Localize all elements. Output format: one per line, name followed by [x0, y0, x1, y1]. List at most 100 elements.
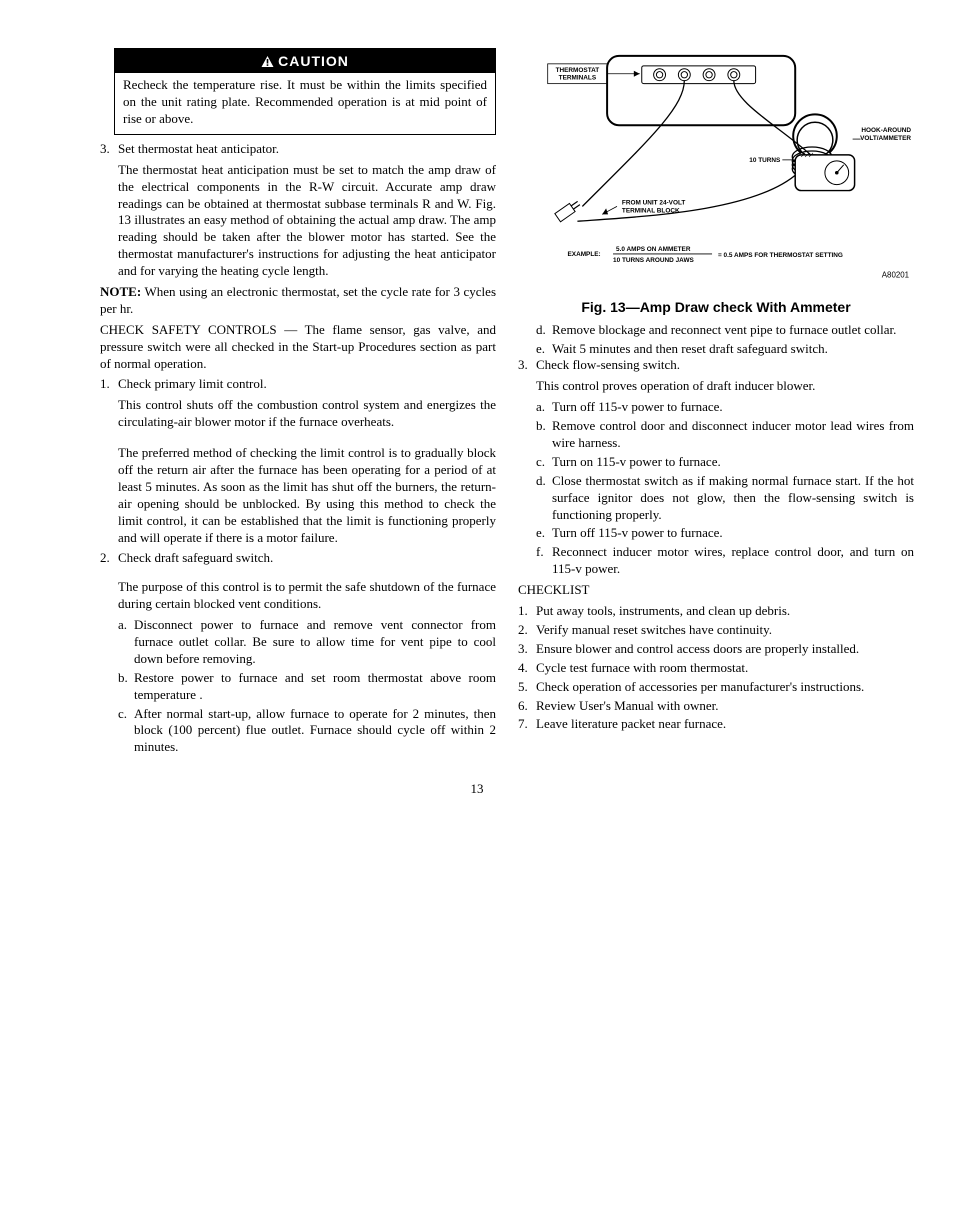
- item-number: 3.: [518, 357, 536, 374]
- item-text: Leave literature packet near furnace.: [536, 716, 914, 733]
- item-number: 3.: [100, 141, 118, 158]
- sub-letter: b.: [118, 670, 134, 704]
- item-number: 6.: [518, 698, 536, 715]
- caution-body: Recheck the temperature rise. It must be…: [115, 73, 495, 134]
- list-item: 1.Put away tools, instruments, and clean…: [518, 603, 914, 620]
- item-text: Check draft safeguard switch.: [118, 550, 496, 567]
- svg-text:A80201: A80201: [882, 271, 910, 280]
- item-number: 2.: [518, 622, 536, 639]
- svg-text:10 TURNS: 10 TURNS: [749, 157, 781, 164]
- svg-text:FROM UNIT 24-VOLT: FROM UNIT 24-VOLT: [622, 199, 685, 206]
- item-text: Review User's Manual with owner.: [536, 698, 914, 715]
- sub-text: Wait 5 minutes and then reset draft safe…: [552, 341, 914, 358]
- item-number: 2.: [100, 550, 118, 567]
- caution-heading: CAUTION: [115, 49, 495, 73]
- list-item: 2.Verify manual reset switches have cont…: [518, 622, 914, 639]
- sub-text: Reconnect inducer motor wires, replace c…: [552, 544, 914, 578]
- svg-text:TERMINAL BLOCK: TERMINAL BLOCK: [622, 207, 680, 214]
- note-label: NOTE:: [100, 284, 141, 299]
- sub-text: After normal start-up, allow furnace to …: [134, 706, 496, 757]
- item-text: Check operation of accessories per manuf…: [536, 679, 914, 696]
- svg-text:THERMOSTAT: THERMOSTAT: [556, 67, 600, 74]
- sub-list-item: a.Turn off 115-v power to furnace.: [536, 399, 914, 416]
- svg-text:VOLT/AMMETER: VOLT/AMMETER: [860, 135, 911, 142]
- sub-list-item: e. Wait 5 minutes and then reset draft s…: [536, 341, 914, 358]
- item-text: Ensure blower and control access doors a…: [536, 641, 914, 658]
- sub-list-item: c.Turn on 115-v power to furnace.: [536, 454, 914, 471]
- paragraph: The thermostat heat anticipation must be…: [118, 162, 496, 280]
- svg-text:EXAMPLE:: EXAMPLE:: [568, 251, 601, 258]
- item-number: 5.: [518, 679, 536, 696]
- list-item: 5.Check operation of accessories per man…: [518, 679, 914, 696]
- sub-letter: c.: [536, 454, 552, 471]
- list-item: 2. Check draft safeguard switch.: [100, 550, 496, 567]
- warning-icon: [261, 55, 274, 68]
- page-number: 13: [0, 781, 954, 798]
- item-text: Put away tools, instruments, and clean u…: [536, 603, 914, 620]
- sub-list-item: e.Turn off 115-v power to furnace.: [536, 525, 914, 542]
- sub-letter: d.: [536, 322, 552, 339]
- list-item: 7.Leave literature packet near furnace.: [518, 716, 914, 733]
- sub-letter: e.: [536, 341, 552, 358]
- list-item: 3.Ensure blower and control access doors…: [518, 641, 914, 658]
- svg-text:TERMINALS: TERMINALS: [559, 75, 597, 82]
- page-content: CAUTION Recheck the temperature rise. It…: [100, 48, 914, 756]
- checklist-heading: CHECKLIST: [518, 582, 914, 599]
- left-column: CAUTION Recheck the temperature rise. It…: [100, 48, 496, 756]
- sub-letter: c.: [118, 706, 134, 757]
- right-column: THERMOSTAT TERMINALS: [518, 48, 914, 756]
- sub-letter: e.: [536, 525, 552, 542]
- paragraph: This control proves operation of draft i…: [536, 378, 914, 395]
- sub-list-item: c. After normal start-up, allow furnace …: [118, 706, 496, 757]
- svg-text:HOOK-AROUND: HOOK-AROUND: [861, 127, 911, 134]
- sub-list-item: b. Restore power to furnace and set room…: [118, 670, 496, 704]
- item-text: Check primary limit control.: [118, 376, 496, 393]
- note-paragraph: NOTE: When using an electronic thermosta…: [100, 284, 496, 318]
- sub-text: Turn off 115-v power to furnace.: [552, 399, 914, 416]
- svg-text:5.0 AMPS ON AMMETER: 5.0 AMPS ON AMMETER: [616, 246, 691, 253]
- sub-text: Close thermostat switch as if making nor…: [552, 473, 914, 524]
- item-number: 1.: [100, 376, 118, 393]
- item-number: 4.: [518, 660, 536, 677]
- sub-letter: a.: [536, 399, 552, 416]
- item-number: 1.: [518, 603, 536, 620]
- note-text: When using an electronic thermostat, set…: [100, 284, 496, 316]
- item-number: 7.: [518, 716, 536, 733]
- sub-text: Turn on 115-v power to furnace.: [552, 454, 914, 471]
- sub-text: Restore power to furnace and set room th…: [134, 670, 496, 704]
- item-text: Cycle test furnace with room thermostat.: [536, 660, 914, 677]
- sub-list-item: f.Reconnect inducer motor wires, replace…: [536, 544, 914, 578]
- list-item: 4.Cycle test furnace with room thermosta…: [518, 660, 914, 677]
- svg-text:= 0.5 AMPS FOR THERMOSTAT SETT: = 0.5 AMPS FOR THERMOSTAT SETTING: [718, 252, 843, 259]
- sub-list-item: d.Close thermostat switch as if making n…: [536, 473, 914, 524]
- item-text: Verify manual reset switches have contin…: [536, 622, 914, 639]
- sub-list-item: a. Disconnect power to furnace and remov…: [118, 617, 496, 668]
- paragraph: The preferred method of checking the lim…: [118, 445, 496, 546]
- item-number: 3.: [518, 641, 536, 658]
- figure-13: THERMOSTAT TERMINALS: [518, 48, 914, 316]
- sub-list-item: b.Remove control door and disconnect ind…: [536, 418, 914, 452]
- paragraph: This control shuts off the combustion co…: [118, 397, 496, 431]
- list-item: 3. Set thermostat heat anticipator.: [100, 141, 496, 158]
- sub-letter: f.: [536, 544, 552, 578]
- list-item: 1. Check primary limit control.: [100, 376, 496, 393]
- sub-text: Disconnect power to furnace and remove v…: [134, 617, 496, 668]
- caution-title: CAUTION: [278, 53, 349, 69]
- sub-text: Turn off 115-v power to furnace.: [552, 525, 914, 542]
- sub-letter: b.: [536, 418, 552, 452]
- list-item: 3. Check flow-sensing switch.: [518, 357, 914, 374]
- sub-letter: d.: [536, 473, 552, 524]
- item-text: Set thermostat heat anticipator.: [118, 141, 496, 158]
- amp-draw-diagram: THERMOSTAT TERMINALS: [518, 48, 914, 296]
- sub-text: Remove blockage and reconnect vent pipe …: [552, 322, 914, 339]
- caution-box: CAUTION Recheck the temperature rise. It…: [114, 48, 496, 135]
- svg-text:10 TURNS AROUND JAWS: 10 TURNS AROUND JAWS: [613, 257, 694, 264]
- sub-list-item: d. Remove blockage and reconnect vent pi…: [536, 322, 914, 339]
- figure-caption: Fig. 13—Amp Draw check With Ammeter: [518, 298, 914, 316]
- paragraph: The purpose of this control is to permit…: [118, 579, 496, 613]
- paragraph: CHECK SAFETY CONTROLS — The flame sensor…: [100, 322, 496, 373]
- sub-text: Remove control door and disconnect induc…: [552, 418, 914, 452]
- sub-letter: a.: [118, 617, 134, 668]
- list-item: 6.Review User's Manual with owner.: [518, 698, 914, 715]
- item-text: Check flow-sensing switch.: [536, 357, 914, 374]
